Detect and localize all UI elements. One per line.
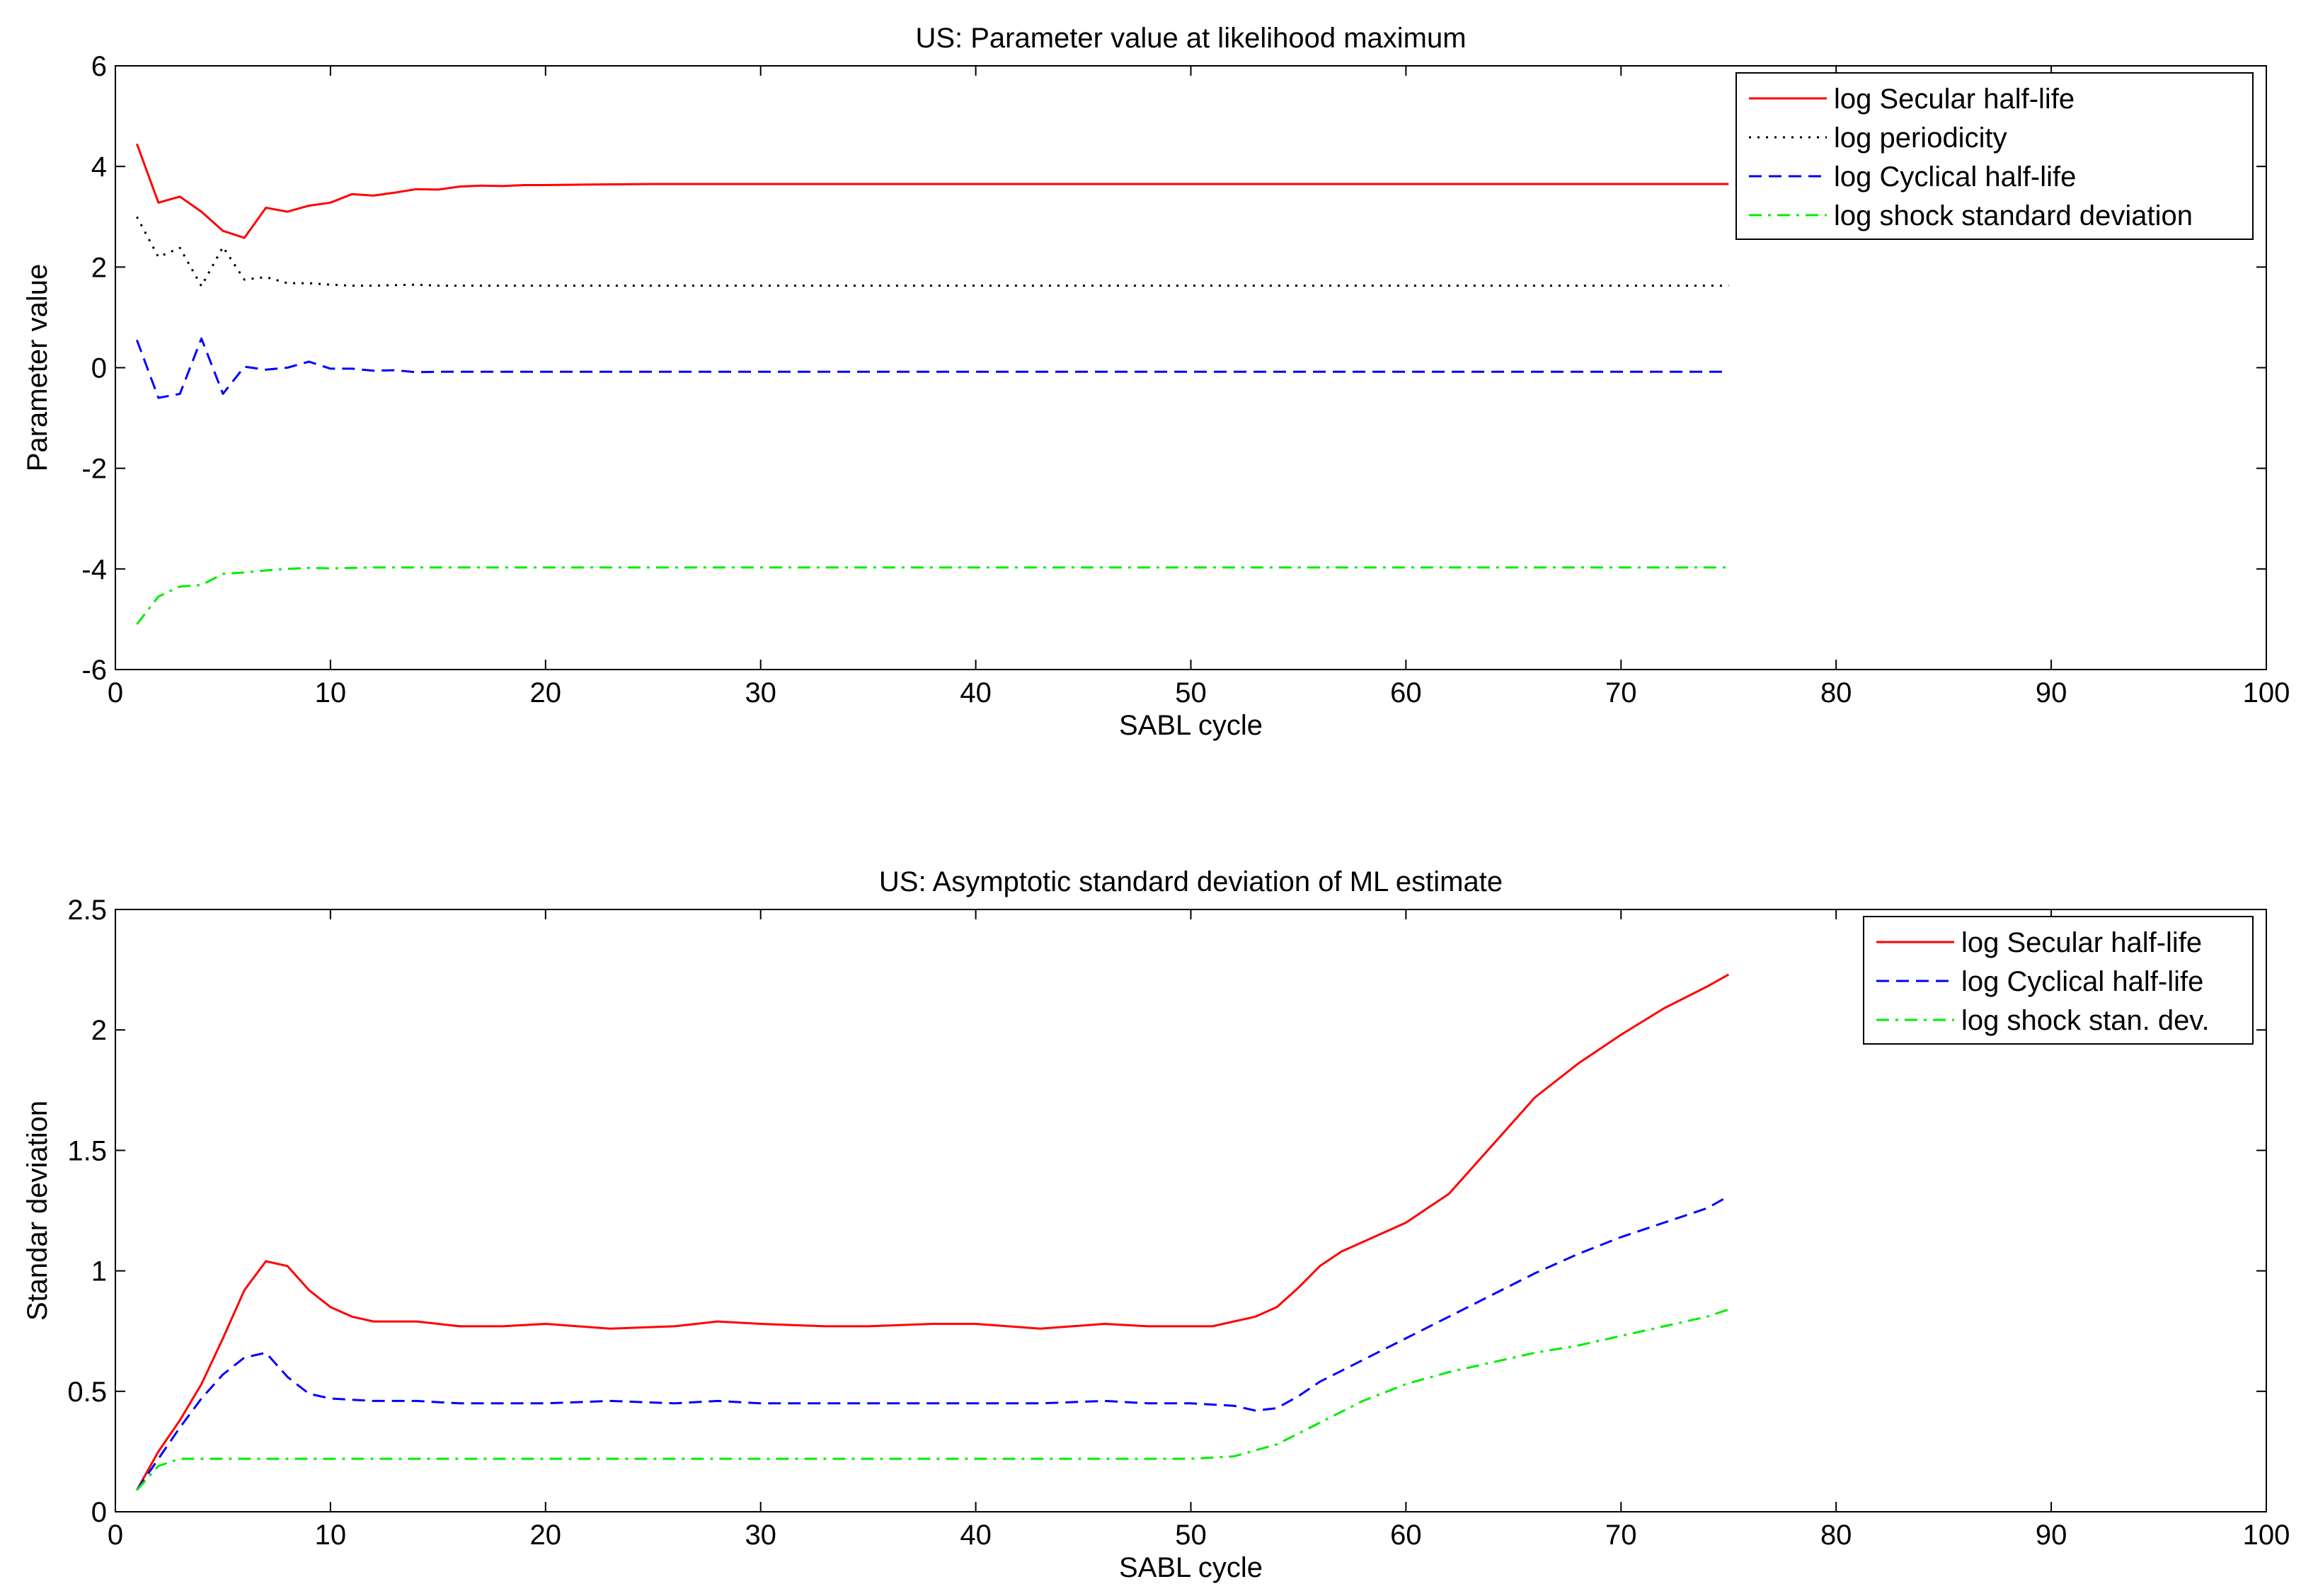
x-tick-label: 100 [2243,677,2290,708]
y-axis-label: Standar deviation [22,1101,53,1321]
legend-label-3: log Cyclical half-life [1834,161,2076,193]
x-tick-label: 10 [315,1520,347,1551]
x-tick-label: 40 [960,677,992,708]
x-tick-label: 0 [108,1520,123,1551]
legend-label-1: log Secular half-life [1961,927,2202,958]
y-tick-label: 0 [91,1497,107,1528]
x-tick-label: 50 [1175,1520,1207,1551]
series-line-2 [136,1195,1730,1491]
y-tick-label: 0.5 [67,1377,107,1408]
y-tick-label: 4 [91,151,107,183]
legend-label-2: log Cyclical half-life [1961,966,2203,997]
x-tick-label: 30 [745,677,776,708]
legend: log Secular half-life log periodicity log … [1735,72,2254,240]
x-tick-label: 80 [1820,677,1852,708]
x-axis-label: SABL cycle [1119,1552,1263,1583]
x-tick-label: 90 [2036,1520,2067,1551]
x-tick-label: 20 [530,677,562,708]
x-tick-label: 0 [108,677,123,708]
y-tick-label: 6 [91,51,107,82]
y-tick-label: 2 [91,252,107,283]
y-tick-label: 2 [91,1015,107,1046]
y-tick-label: 0 [91,353,107,384]
x-tick-label: 70 [1605,1520,1637,1551]
x-tick-label: 100 [2243,1520,2290,1551]
x-tick-label: 60 [1390,677,1422,708]
legend: log Secular half-life log Cyclical half-l… [1863,916,2254,1045]
y-tick-label: -2 [81,454,107,485]
y-tick-label: 1 [91,1256,107,1287]
x-tick-label: 20 [530,1520,562,1551]
series-line-3 [136,1308,1729,1491]
legend-label-4: log shock standard deviation [1834,200,2193,231]
y-tick-label: -6 [81,655,107,686]
x-tick-label: 60 [1390,1520,1422,1551]
x-tick-label: 70 [1605,677,1637,708]
chart-title: US: Parameter value at likelihood maximu… [915,23,1466,54]
chart-title: US: Asymptotic standard deviation of ML … [879,866,1503,897]
y-tick-label: -4 [81,554,107,585]
x-tick-label: 40 [960,1520,992,1551]
x-tick-label: 50 [1175,677,1207,708]
x-tick-label: 10 [315,677,347,708]
x-tick-label: 90 [2036,677,2067,708]
x-tick-label: 30 [745,1520,776,1551]
legend-box [1735,72,2254,240]
x-tick-label: 80 [1820,1520,1852,1551]
legend-label-1: log Secular half-life [1834,84,2075,115]
x-axis-label: SABL cycle [1119,710,1263,741]
chart-1: 0 10 20 30 40 50 60 70 80 90 100 -6 -4 -2 0 2 4 6 US: Para… [22,23,2290,741]
legend-label-2: log periodicity [1834,122,2007,154]
series-line-3 [135,337,1729,399]
y-tick-label: 1.5 [67,1135,107,1166]
series-line-1 [135,143,1729,239]
legend-label-3: log shock stan. dev. [1961,1005,2210,1036]
y-tick-label: 2.5 [67,895,107,926]
y-axis-label: Parameter value [22,264,53,471]
chart-2: 0 10 20 30 40 50 60 70 80 90 100 0 0.5 1 1.5 2 2.5 US: As… [22,866,2290,1583]
series-line-4 [136,566,1729,625]
series-line-1 [136,973,1730,1491]
